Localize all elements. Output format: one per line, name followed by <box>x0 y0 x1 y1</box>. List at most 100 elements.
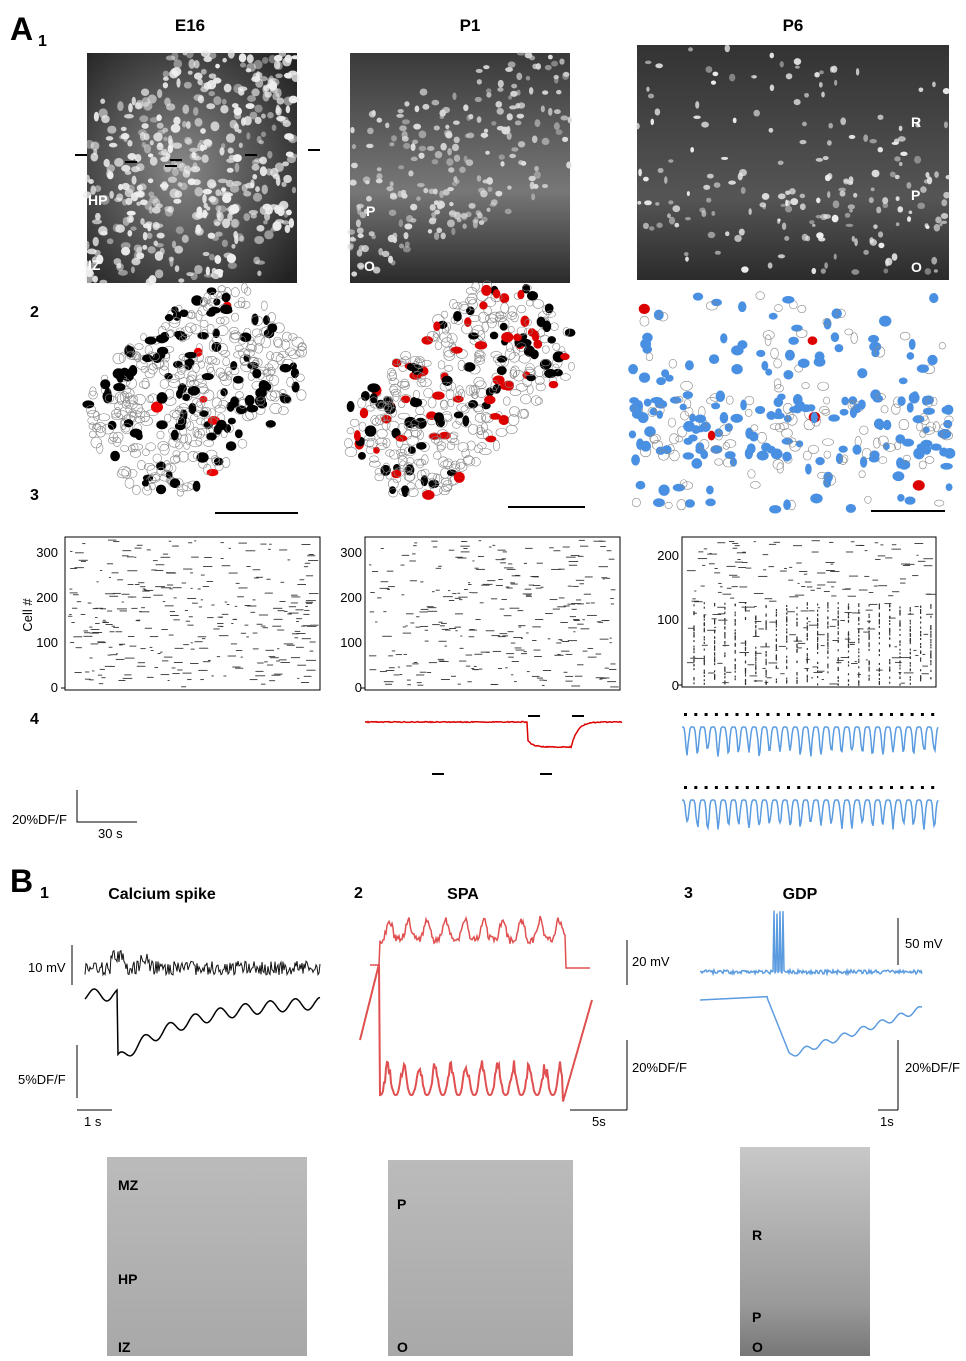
cell-outline <box>162 460 171 472</box>
cell-outline <box>631 454 640 466</box>
cell <box>259 205 268 215</box>
cell <box>439 190 444 199</box>
row-label: 2 <box>30 304 39 321</box>
raster-frame <box>681 536 937 688</box>
cell-outline <box>185 322 197 334</box>
cell <box>249 111 258 120</box>
cell <box>117 101 124 112</box>
cell <box>127 153 137 161</box>
cell-outline <box>714 458 724 466</box>
cell-outline <box>187 370 197 382</box>
cell-outline <box>213 424 222 435</box>
cell-outline <box>230 361 238 371</box>
cell-outline <box>196 452 209 463</box>
cell-outline <box>380 413 388 422</box>
cell-outline <box>295 373 305 382</box>
cell-outline <box>102 390 113 402</box>
trace <box>359 963 593 1102</box>
cell <box>238 53 247 63</box>
cell-outline <box>199 319 209 328</box>
cell <box>848 176 854 184</box>
cell-outline <box>791 324 803 332</box>
cell-outline <box>884 443 896 452</box>
cell <box>777 193 786 200</box>
cell <box>423 187 429 194</box>
cell-outline <box>453 310 462 322</box>
cell <box>497 87 504 92</box>
cell <box>804 92 809 98</box>
cell <box>838 187 846 192</box>
cell-outline <box>628 430 637 439</box>
cell-outline <box>714 428 723 438</box>
cell <box>684 216 691 221</box>
trace <box>364 720 623 749</box>
trace <box>370 915 590 969</box>
cell-outline <box>210 455 220 464</box>
cell-outline <box>420 468 430 478</box>
cell <box>750 74 758 79</box>
cell-outline <box>750 481 761 489</box>
cell-outline <box>432 391 445 400</box>
cell <box>768 127 774 133</box>
cell <box>149 156 158 166</box>
cell-outline <box>707 430 716 441</box>
cell <box>487 186 493 192</box>
cell <box>149 195 159 204</box>
cell-outline <box>432 333 440 342</box>
cell-outline <box>540 359 551 367</box>
cell <box>165 55 176 61</box>
cell-outline <box>389 449 400 460</box>
cell-outline <box>193 428 205 439</box>
cell <box>466 132 475 139</box>
cell <box>120 126 127 132</box>
cell <box>422 103 430 110</box>
cell-outline <box>258 380 269 391</box>
cell <box>440 142 447 151</box>
cell-outline <box>930 443 942 451</box>
cell-outline <box>789 440 801 452</box>
cell <box>222 57 227 63</box>
cell-outline <box>525 299 534 307</box>
cell <box>262 57 269 64</box>
cell-outline <box>676 499 687 511</box>
cell <box>240 117 246 126</box>
cell <box>136 201 141 206</box>
cell <box>714 250 721 255</box>
cell <box>429 217 437 222</box>
cell <box>182 51 188 56</box>
cell <box>707 231 716 239</box>
cell-outline <box>225 423 234 433</box>
tick-label: 200 <box>36 590 58 605</box>
cell-outline <box>393 467 405 478</box>
cell <box>566 161 572 169</box>
cell <box>126 210 136 216</box>
cell-outline <box>145 442 156 452</box>
cell-outline <box>774 384 784 393</box>
cell <box>117 269 128 276</box>
cell <box>839 190 846 197</box>
cell-outline <box>120 423 133 434</box>
cell-outline <box>197 360 206 369</box>
cell-outline <box>372 417 381 427</box>
cell-outline <box>400 380 410 390</box>
cell-outline <box>656 410 664 419</box>
cell <box>416 196 421 201</box>
cell-outline <box>389 486 397 495</box>
cell-outline <box>874 346 886 358</box>
cell <box>255 186 260 193</box>
cell-outline <box>783 414 792 423</box>
cell <box>357 233 364 239</box>
cell <box>164 97 171 107</box>
cell-outline <box>651 439 663 451</box>
cell <box>230 218 239 228</box>
cell <box>116 193 124 201</box>
cell-outline <box>225 371 233 381</box>
cell <box>350 126 355 134</box>
cell-outline <box>667 417 676 428</box>
cell-outline <box>650 396 664 404</box>
cell <box>685 256 689 262</box>
cell-outline <box>178 335 186 343</box>
cell <box>514 120 522 126</box>
cell-outline <box>152 453 162 464</box>
cell-outline <box>288 349 301 359</box>
